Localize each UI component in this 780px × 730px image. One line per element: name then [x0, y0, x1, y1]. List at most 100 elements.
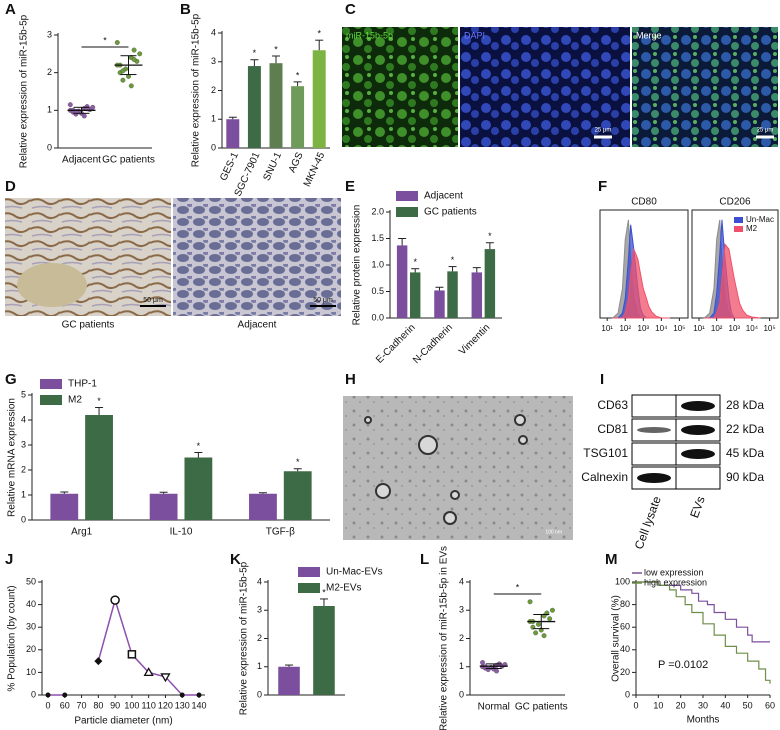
legend-swatch — [40, 395, 62, 405]
band — [681, 425, 715, 435]
x-tick-label: 90 — [110, 700, 120, 710]
y-tick-label: 2 — [211, 85, 216, 95]
y-tick-label: 0 — [459, 689, 464, 699]
column-label: Cell lysate — [632, 494, 664, 551]
y-tick-label: 3 — [257, 605, 262, 615]
y-tick-label: 0 — [211, 142, 216, 152]
legend-swatch — [298, 567, 320, 577]
x-tick-label: GC patients — [515, 702, 568, 713]
data-point — [533, 630, 539, 636]
micrograph — [343, 396, 573, 540]
bar — [409, 272, 421, 318]
marker — [143, 667, 154, 677]
vesicles — [364, 414, 528, 525]
x-tick-label: 110 — [141, 700, 155, 710]
x-tick-label: 0 — [633, 700, 638, 710]
x-tick-label: 130 — [175, 700, 190, 710]
significance-label: * — [488, 231, 492, 241]
y-tick-label: 1 — [459, 661, 464, 671]
marker — [160, 673, 171, 683]
x-tick-label: 100 — [124, 700, 139, 710]
panel-letter: I — [600, 371, 604, 388]
micrograph — [632, 27, 778, 147]
bar — [247, 66, 261, 148]
protein-label: CD63 — [597, 398, 628, 412]
legend-label: Un-Mac — [746, 215, 774, 224]
data-point — [120, 77, 126, 83]
marker — [45, 692, 51, 698]
legend-swatch — [734, 226, 743, 232]
line — [48, 597, 199, 696]
x-tick-label: IL-10 — [170, 527, 193, 538]
size-label: 45 kDa — [726, 446, 764, 460]
y-tick-label: 2 — [21, 464, 26, 474]
panel-letter: H — [345, 371, 356, 388]
y-tick-label: 20 — [26, 644, 36, 654]
y-tick-label: 4 — [257, 576, 262, 586]
bar — [50, 493, 79, 520]
legend-label: M2-EVs — [326, 583, 362, 594]
legend-label: M2 — [746, 224, 758, 233]
y-tick-label: 60 — [620, 622, 630, 632]
y-axis-label: Overall survival (%) — [611, 595, 622, 682]
subplot-title: CD206 — [719, 197, 751, 208]
bar — [396, 245, 408, 318]
x-tick-label: Normal — [478, 702, 510, 713]
x-axis-label: Months — [687, 715, 720, 726]
y-axis-label: Relative expression of miR-15b-5p — [239, 561, 250, 715]
image-label: DAPI — [464, 30, 485, 40]
y-tick-label: 1 — [211, 114, 216, 124]
y-axis-label: Relative protein expression — [352, 205, 363, 326]
data-point — [541, 633, 547, 639]
significance-label: * — [296, 457, 300, 467]
data-point — [547, 616, 553, 622]
y-tick-label: 4 — [211, 27, 216, 37]
panel-letter: L — [420, 551, 429, 568]
bar — [447, 271, 458, 318]
size-label: 22 kDa — [726, 422, 764, 436]
panel-letter: M — [605, 551, 618, 568]
x-tick-label: 10² — [711, 324, 723, 333]
image-label: Merge — [636, 30, 662, 40]
band — [637, 427, 671, 433]
data-point — [114, 40, 120, 45]
x-tick-label: Adjacent — [62, 155, 101, 166]
panel-letter: A — [5, 1, 16, 18]
y-tick-label: 0 — [47, 142, 52, 152]
y-tick-label: 5 — [21, 389, 26, 399]
y-tick-label: 3 — [459, 605, 464, 615]
bar — [278, 666, 300, 695]
panel-letter: K — [230, 551, 241, 568]
y-tick-label: 0 — [257, 689, 262, 699]
band — [681, 401, 715, 411]
x-tick-label: 140 — [191, 700, 206, 710]
y-tick-label: 1.5 — [371, 233, 384, 243]
annotation: P =0.0102 — [658, 659, 708, 671]
marker — [127, 650, 137, 659]
x-tick-label: 10⁵ — [763, 324, 775, 333]
legend-swatch — [734, 217, 743, 223]
western-blot: CD63 28 kDa CD81 22 kDa TSG101 45 kDa Calnexin… — [581, 394, 764, 551]
size-label: 28 kDa — [726, 398, 764, 412]
y-tick-label: 0 — [31, 689, 36, 699]
panel-letter: B — [180, 1, 191, 18]
bar — [184, 457, 213, 520]
legend-swatch — [396, 191, 418, 201]
y-tick-label: 2 — [47, 67, 52, 77]
legend-swatch — [40, 379, 62, 389]
y-tick-label: 0.5 — [371, 286, 384, 296]
y-tick-label: 3 — [21, 439, 26, 449]
y-tick-label: 0 — [21, 514, 26, 524]
y-tick-label: 50 — [26, 576, 36, 586]
y-axis-label: Relative expression of miR-15b-5p — [191, 13, 202, 167]
y-tick-label: 0 — [625, 689, 630, 699]
x-tick-label: 60 — [60, 700, 70, 710]
x-tick-label: AGS — [287, 150, 306, 174]
bar — [484, 249, 496, 318]
marker — [94, 657, 103, 666]
x-tick-label: 10² — [619, 324, 631, 333]
data-point — [137, 51, 143, 57]
x-tick-label: N-Cadherin — [411, 322, 455, 366]
size-label: 90 kDa — [726, 470, 764, 484]
bar — [471, 272, 483, 318]
